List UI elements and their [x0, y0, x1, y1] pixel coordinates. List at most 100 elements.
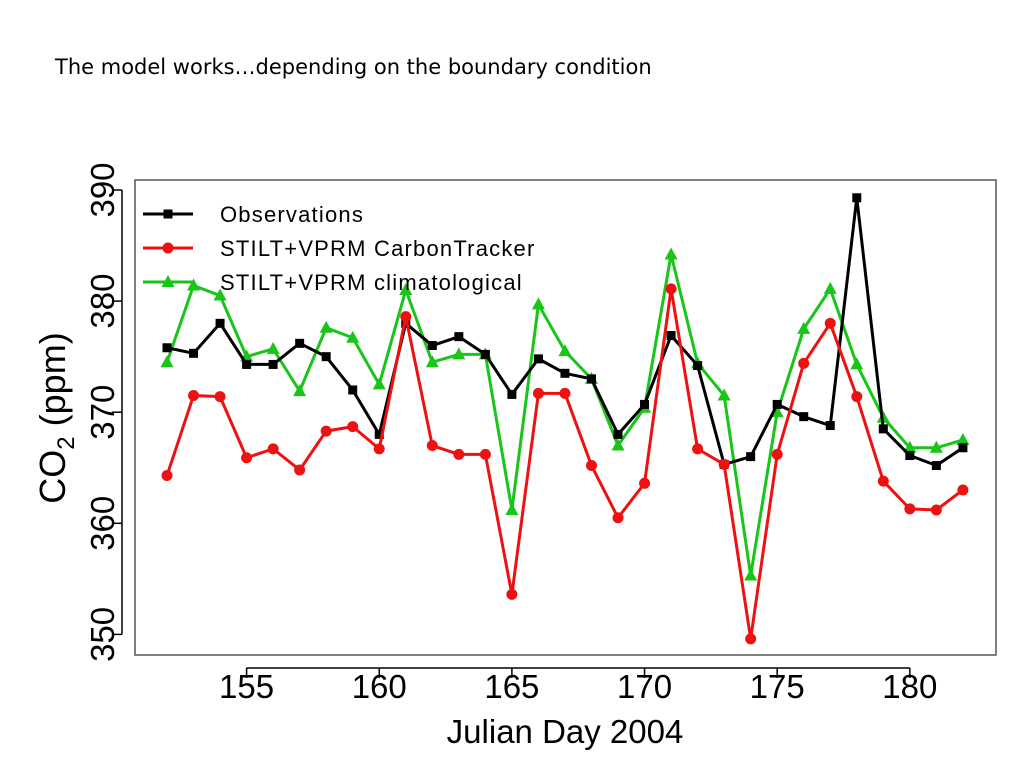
y-tick-label: 350: [84, 607, 121, 662]
y-tick-label: 370: [84, 385, 121, 440]
data-point: [558, 344, 572, 357]
data-point: [850, 357, 864, 370]
data-point: [214, 391, 226, 403]
plot-frame: [134, 179, 997, 656]
data-point: [268, 359, 278, 369]
data-point: [825, 421, 835, 431]
data-point: [348, 385, 358, 395]
y-tick-label: 360: [84, 496, 121, 551]
x-tick-label: 165: [484, 668, 539, 705]
data-point: [213, 288, 227, 301]
data-point: [771, 448, 783, 460]
data-point: [904, 503, 916, 515]
data-point: [321, 352, 331, 362]
data-point: [931, 461, 941, 471]
x-tick-label: 180: [882, 668, 937, 705]
data-point: [744, 568, 758, 581]
data-point: [294, 464, 306, 476]
data-point: [453, 448, 465, 460]
data-point: [266, 341, 280, 354]
data-point: [772, 399, 782, 409]
data-point: [559, 387, 571, 399]
data-point: [903, 440, 917, 453]
x-tick-label: 175: [750, 668, 805, 705]
x-tick-label: 155: [219, 668, 274, 705]
x-axis: 155 160 165 170 175 180: [219, 667, 937, 705]
data-point: [665, 283, 677, 295]
data-point: [958, 443, 968, 453]
data-point: [664, 247, 678, 260]
data-point: [320, 425, 332, 437]
data-point: [586, 374, 596, 384]
data-point: [585, 460, 597, 472]
data-point: [372, 377, 386, 390]
data-point: [560, 368, 570, 378]
legend-label: STILT+VPRM climatological: [220, 270, 523, 295]
y-axis: 350 360 370 380 390: [84, 162, 123, 662]
data-point: [425, 355, 439, 368]
data-point: [479, 448, 491, 460]
data-point: [160, 355, 174, 368]
data-point: [161, 470, 173, 482]
x-axis-label: Julian Day 2004: [447, 713, 684, 750]
legend-label: STILT+VPRM CarbonTracker: [220, 236, 536, 261]
data-point: [400, 311, 412, 323]
data-point: [215, 318, 225, 328]
legend-label: Observations: [220, 202, 364, 227]
data-point: [374, 429, 384, 439]
data-point: [506, 588, 518, 600]
data-point: [293, 384, 307, 397]
data-point: [930, 504, 942, 516]
data-point: [480, 349, 490, 359]
data-point: [905, 451, 915, 461]
data-point: [639, 477, 651, 489]
data-point: [242, 359, 252, 369]
legend-swatch-marker: [163, 209, 173, 219]
data-point: [612, 512, 624, 524]
series-stilt-vprm-carbontracker: [161, 283, 969, 645]
data-point: [427, 341, 437, 351]
data-point: [613, 429, 623, 439]
data-point: [241, 452, 253, 464]
data-point: [718, 458, 730, 470]
y-label-subscript: 2: [53, 436, 80, 449]
data-point: [877, 475, 889, 487]
legend-swatch-marker: [161, 275, 175, 287]
data-point: [692, 443, 704, 455]
data-point: [851, 391, 863, 403]
data-point: [319, 320, 333, 333]
data-point: [454, 332, 464, 342]
data-point: [745, 633, 757, 645]
y-tick-label: 380: [84, 274, 121, 329]
data-point: [693, 361, 703, 371]
data-point: [531, 297, 545, 310]
data-point: [373, 443, 385, 455]
data-point: [957, 484, 969, 496]
data-point: [798, 357, 810, 369]
data-point: [852, 193, 862, 203]
legend-entry: STILT+VPRM CarbonTracker: [143, 236, 536, 261]
slide-title: The model works…depending on the boundar…: [55, 55, 652, 79]
data-point: [188, 390, 200, 402]
data-point: [717, 388, 731, 401]
data-point: [640, 399, 650, 409]
data-point: [162, 343, 172, 353]
y-label-units: (ppm): [32, 332, 73, 436]
series-stilt-vprm-climatological: [160, 247, 970, 581]
data-point: [452, 347, 466, 360]
data-point: [295, 338, 305, 348]
series-observations: [162, 193, 968, 471]
series-line: [165, 287, 964, 641]
x-tick-label: 170: [617, 668, 672, 705]
data-point: [532, 387, 544, 399]
data-point: [666, 331, 676, 341]
data-point: [507, 389, 517, 399]
data-point: [187, 278, 201, 291]
data-point: [189, 348, 199, 358]
data-point: [770, 405, 784, 418]
data-point: [505, 502, 519, 515]
legend-entry: Observations: [143, 202, 364, 227]
series-layer: [160, 193, 970, 645]
data-point: [267, 443, 279, 455]
